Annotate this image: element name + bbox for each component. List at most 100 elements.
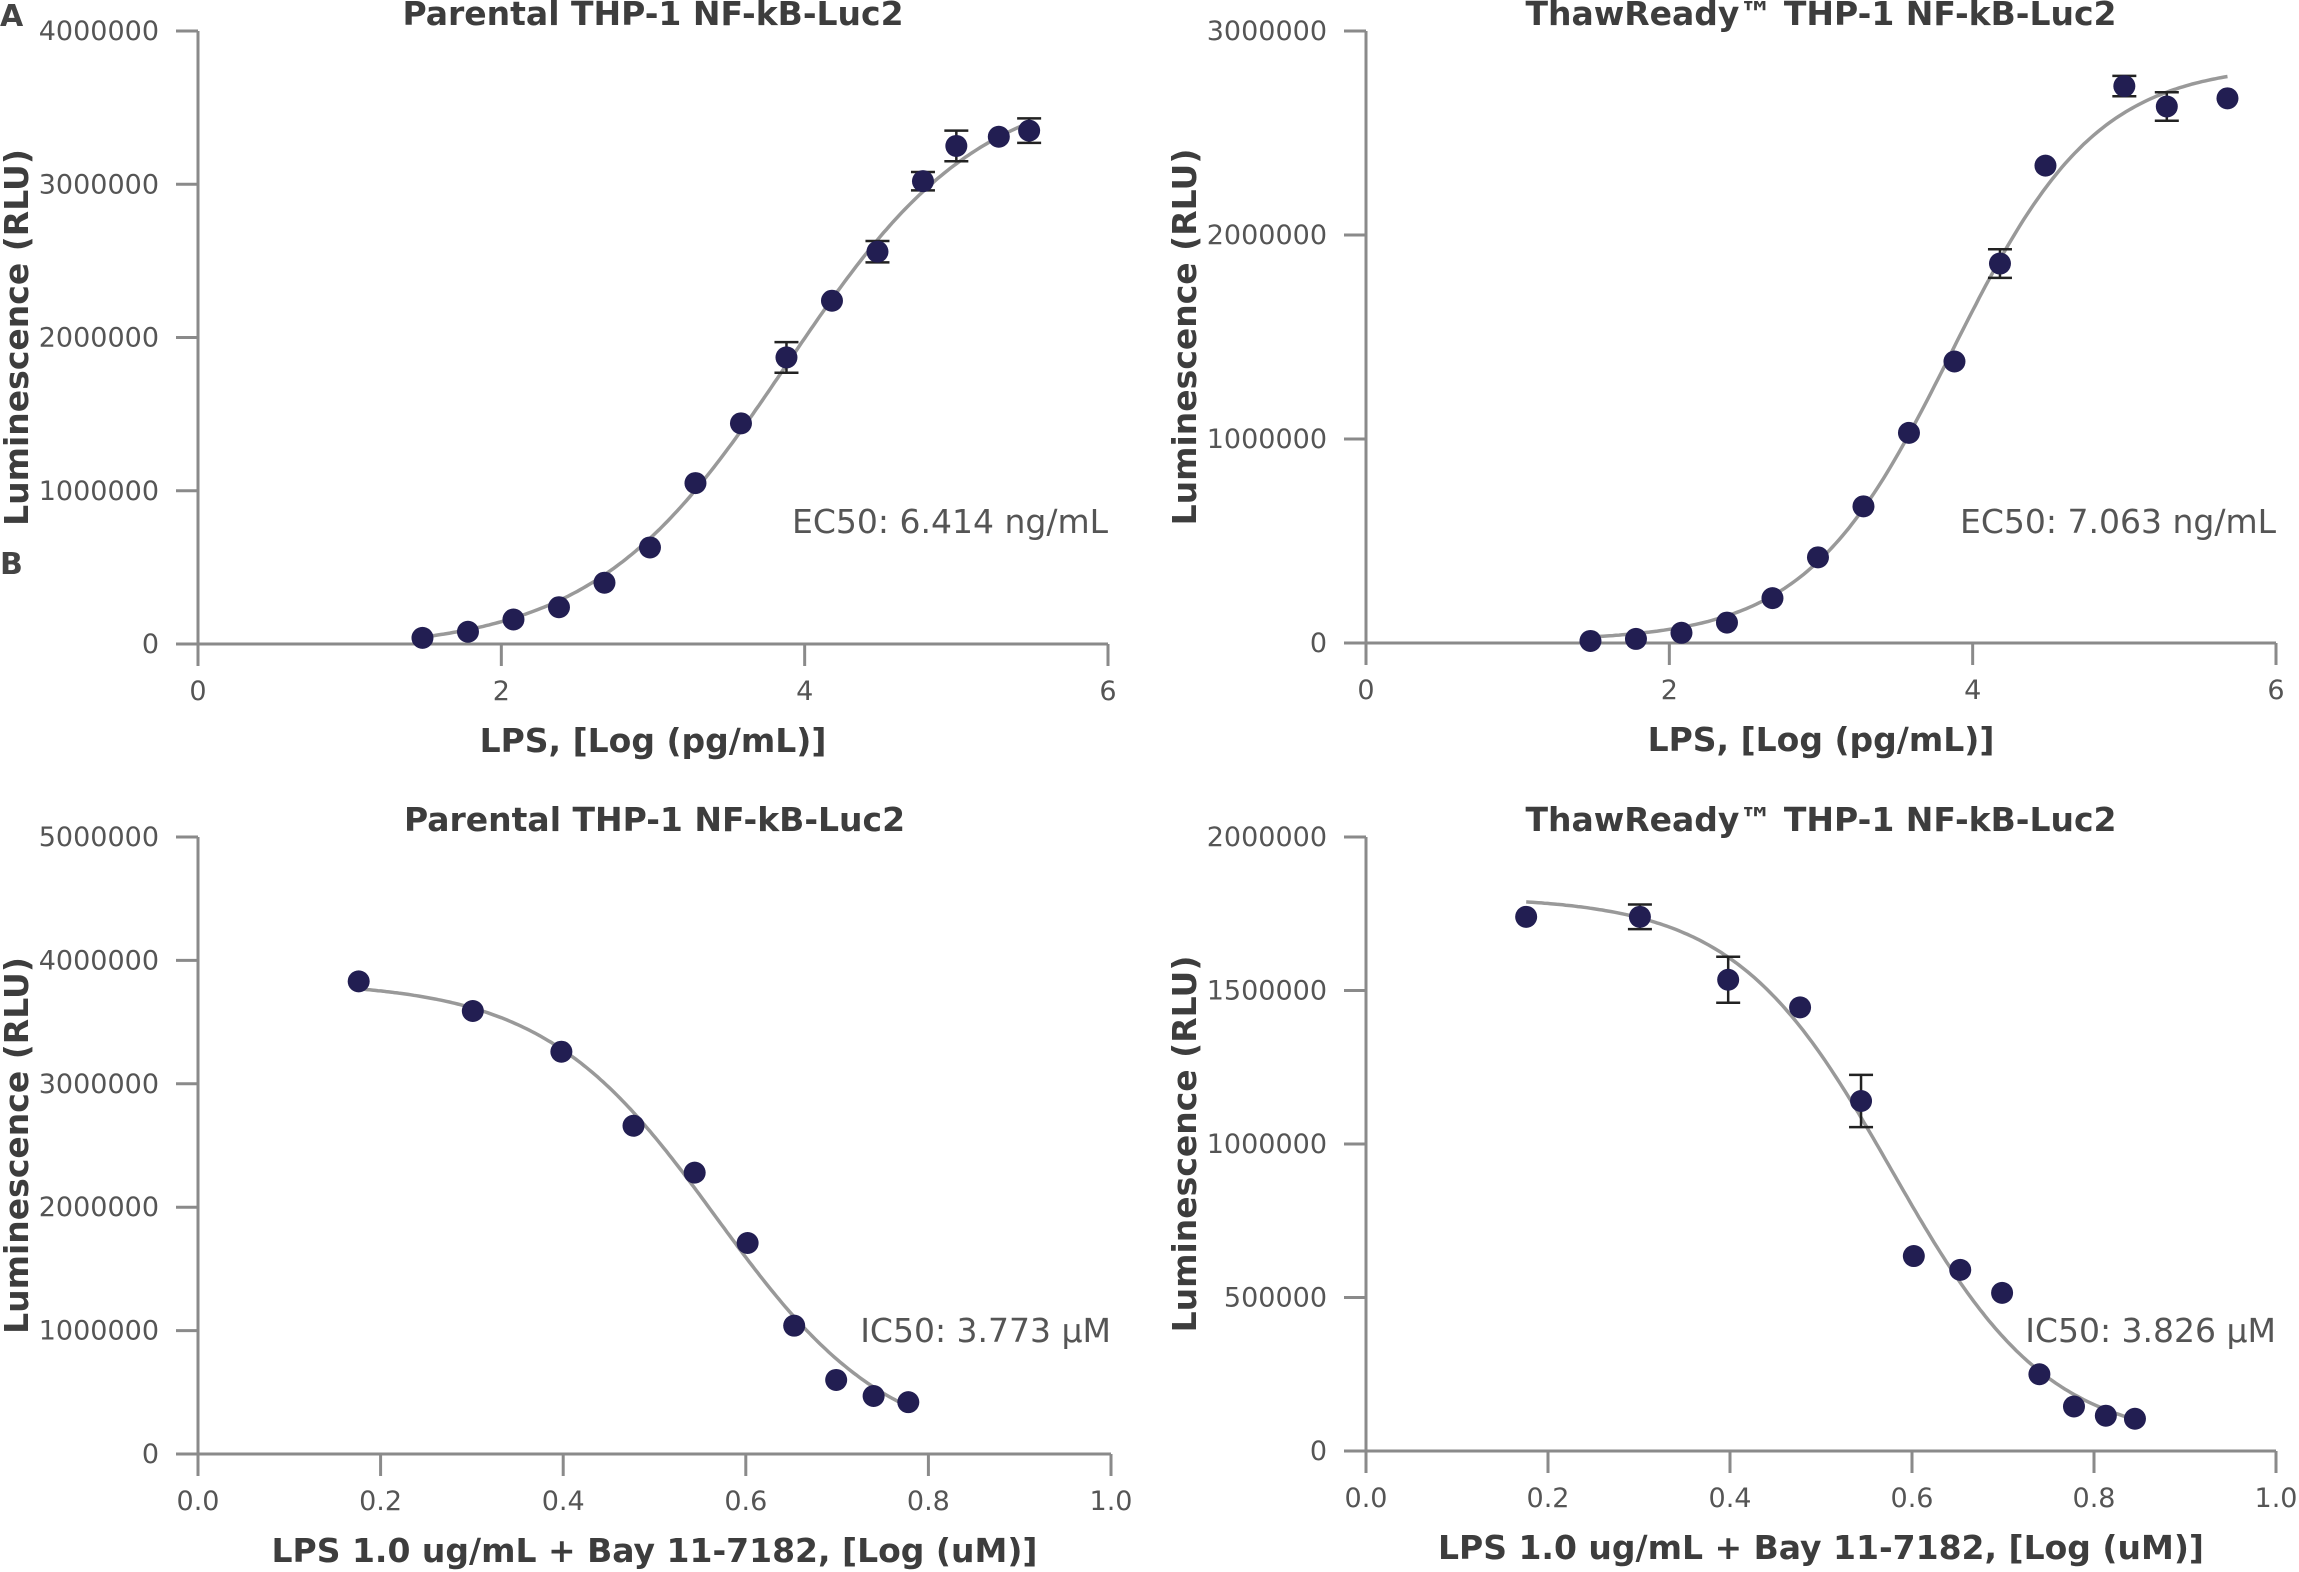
data-point (911, 170, 934, 193)
fit-curve (358, 987, 910, 1409)
x-tick-label: 0 (1357, 675, 1374, 706)
data-point (729, 412, 752, 435)
y-tick-label: 0 (1310, 628, 1327, 659)
panel-label-a: A (0, 0, 24, 34)
x-tick-label: 4 (1964, 675, 1981, 706)
x-tick-label: 4 (796, 676, 813, 707)
y-tick-label: 3000000 (1207, 16, 1327, 47)
y-tick-label: 3000000 (39, 169, 159, 200)
x-tick-label: 0.4 (1709, 1483, 1752, 1514)
data-point (1717, 968, 1740, 991)
x-axis-label: LPS, [Log (pg/mL)] (480, 721, 827, 760)
chart-b-thawready: ThawReady™ THP-1 NF-kB-Luc2 LPS 1.0 ug/m… (1165, 800, 2297, 1567)
data-point (2155, 95, 2178, 118)
ec50-annotation: EC50: 6.414 ng/mL (792, 502, 1109, 541)
x-tick-label: 0.6 (1891, 1483, 1934, 1514)
data-point (783, 1314, 806, 1337)
y-tick-label: 2000000 (1207, 822, 1327, 853)
x-tick-label: 1.0 (1090, 1486, 1133, 1517)
y-tick-label: 4000000 (39, 16, 159, 47)
y-tick-label: 2000000 (39, 323, 159, 354)
data-point (1988, 252, 2011, 275)
data-point (411, 626, 434, 649)
ec50-annotation: EC50: 7.063 ng/mL (1960, 502, 2277, 541)
data-point (684, 472, 707, 495)
x-axis-label: LPS, [Log (pg/mL)] (1648, 720, 1995, 759)
fit-curve (1590, 74, 2228, 639)
x-tick-label: 0.0 (177, 1486, 220, 1517)
data-point (1670, 621, 1693, 644)
data-point (820, 289, 843, 312)
data-point (2123, 1407, 2146, 1430)
data-point (593, 571, 616, 594)
data-point (1715, 611, 1738, 634)
data-point (461, 999, 484, 1022)
chart-b-parental: Parental THP-1 NF-kB-Luc2 LPS 1.0 ug/mL … (0, 800, 1132, 1570)
x-tick-label: 2 (493, 676, 510, 707)
x-tick-label: 0.0 (1345, 1483, 1388, 1514)
chart-title: ThawReady™ THP-1 NF-kB-Luc2 (1525, 0, 2116, 33)
ic50-annotation: IC50: 3.826 µM (2025, 1311, 2276, 1350)
y-axis-label: Luminescence (RLU) (1165, 956, 1204, 1333)
x-tick-label: 0.8 (907, 1486, 950, 1517)
x-tick-label: 0.2 (359, 1486, 402, 1517)
data-point (1902, 1245, 1925, 1268)
x-tick-label: 0 (189, 676, 206, 707)
data-point (2094, 1404, 2117, 1427)
fit-curve (422, 121, 1030, 639)
y-tick-label: 2000000 (39, 1192, 159, 1223)
data-point (736, 1231, 759, 1254)
x-tick-label: 6 (2267, 675, 2284, 706)
data-point (2034, 154, 2057, 177)
data-point (825, 1368, 848, 1391)
y-tick-label: 5000000 (39, 822, 159, 853)
y-tick-label: 0 (142, 629, 159, 660)
x-tick-label: 0.2 (1527, 1483, 1570, 1514)
x-axis-label: LPS 1.0 ug/mL + Bay 11-7182, [Log (uM)] (272, 1531, 1038, 1570)
chart-title: Parental THP-1 NF-kB-Luc2 (404, 800, 905, 839)
y-axis-label: Luminescence (RLU) (0, 957, 36, 1334)
y-tick-label: 3000000 (39, 1069, 159, 1100)
data-point (1018, 119, 1041, 142)
y-tick-label: 1000000 (1207, 424, 1327, 455)
panel-label-b: B (0, 547, 23, 582)
data-point (862, 1385, 885, 1408)
y-tick-label: 1500000 (1207, 976, 1327, 1007)
x-tick-label: 1.0 (2255, 1483, 2298, 1514)
y-tick-label: 2000000 (1207, 220, 1327, 251)
chart-a-parental: Parental THP-1 NF-kB-Luc2 LPS, [Log (pg/… (0, 0, 1117, 760)
data-point (1761, 587, 1784, 610)
chart-a-thawready: ThawReady™ THP-1 NF-kB-Luc2 LPS, [Log (p… (1165, 0, 2285, 759)
x-tick-label: 0.4 (542, 1486, 585, 1517)
data-point (456, 620, 479, 643)
data-point (1949, 1258, 1972, 1281)
x-tick-label: 0.6 (724, 1486, 767, 1517)
data-point (502, 608, 525, 631)
data-point (945, 134, 968, 157)
x-tick-label: 0.8 (2073, 1483, 2116, 1514)
y-tick-label: 4000000 (39, 945, 159, 976)
data-point (1897, 421, 1920, 444)
data-point (2216, 87, 2239, 110)
data-point (987, 125, 1010, 148)
y-tick-label: 0 (142, 1439, 159, 1470)
y-tick-label: 0 (1310, 1436, 1327, 1467)
data-point (1806, 546, 1829, 569)
data-point (347, 970, 370, 993)
chart-title: Parental THP-1 NF-kB-Luc2 (402, 0, 903, 33)
data-point (897, 1391, 920, 1414)
data-point (638, 536, 661, 559)
y-axis-label: Luminescence (RLU) (1165, 149, 1204, 526)
y-tick-label: 500000 (1224, 1283, 1327, 1314)
data-point (683, 1161, 706, 1184)
x-axis-label: LPS 1.0 ug/mL + Bay 11-7182, [Log (uM)] (1438, 1528, 2204, 1567)
chart-title: ThawReady™ THP-1 NF-kB-Luc2 (1525, 800, 2116, 839)
x-tick-label: 2 (1661, 675, 1678, 706)
data-point (2028, 1363, 2051, 1386)
y-tick-label: 1000000 (39, 1316, 159, 1347)
y-tick-label: 1000000 (1207, 1129, 1327, 1160)
data-point (1579, 629, 1602, 652)
y-tick-label: 1000000 (39, 476, 159, 507)
data-point (622, 1114, 645, 1137)
